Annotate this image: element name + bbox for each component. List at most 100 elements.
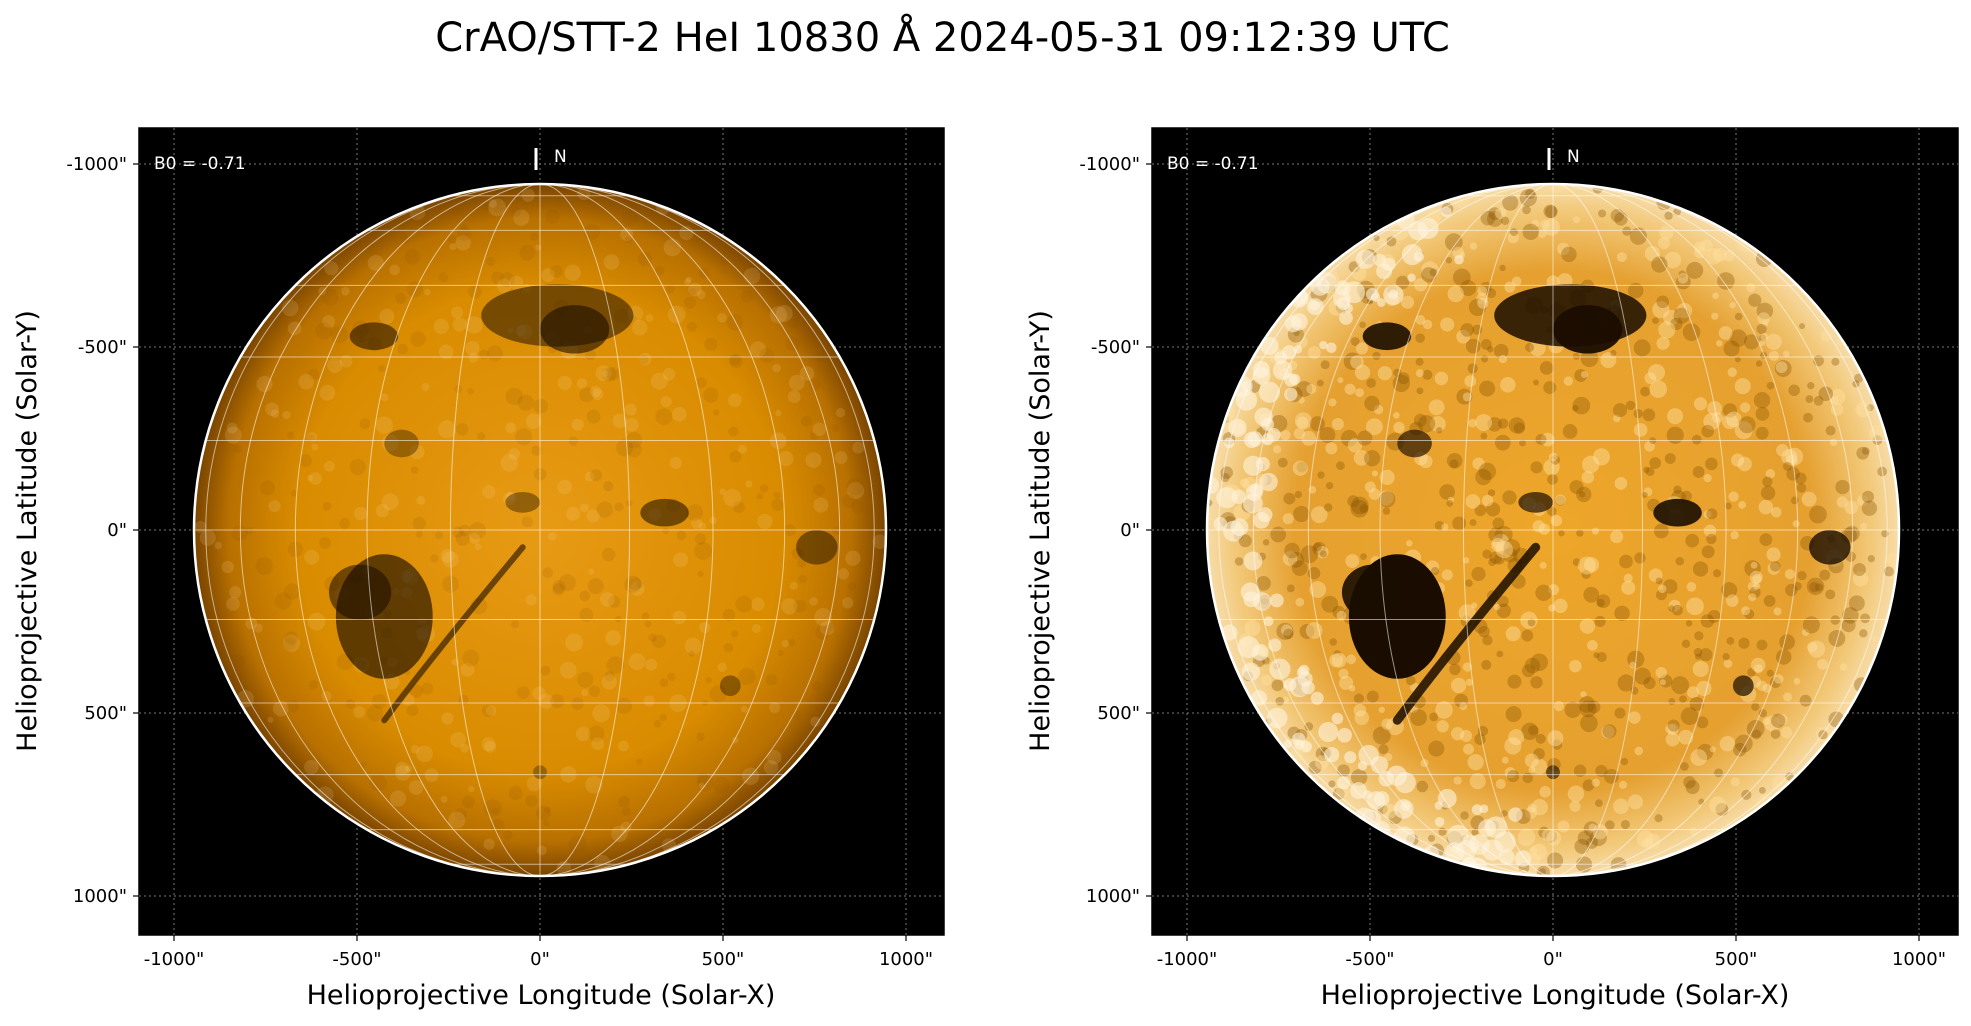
texture-mottle [1655,666,1667,679]
texture-mottle [304,549,320,565]
texture-mottle [1709,796,1726,814]
texture-mottle [395,761,409,776]
texture-mottle [1604,820,1615,830]
texture-mottle [1347,438,1363,453]
texture-mottle [756,493,763,500]
texture-mottle [1746,719,1765,738]
texture-mottle [270,409,280,418]
texture-mottle [660,396,672,408]
texture-mottle [1783,692,1793,702]
bright-patch [1355,249,1375,269]
texture-mottle [1681,639,1691,649]
texture-mottle [1634,667,1652,685]
texture-mottle [499,272,515,288]
texture-mottle [1614,707,1626,719]
texture-mottle [713,777,730,794]
texture-mottle [327,357,343,374]
texture-mottle [1277,457,1288,468]
texture-mottle [1378,237,1388,247]
texture-mottle [1372,726,1391,745]
texture-mottle [435,531,443,540]
texture-mottle [485,705,497,716]
texture-mottle [1312,541,1327,556]
texture-mottle [1421,261,1439,280]
texture-mottle [549,265,563,278]
texture-mottle [1738,416,1756,434]
texture-mottle [1353,703,1367,717]
texture-mottle [1535,584,1552,602]
texture-mottle [1792,520,1800,528]
texture-mottle [1468,298,1487,317]
texture-mottle [1587,700,1601,714]
texture-mottle [1522,205,1531,215]
texture-mottle [1476,293,1488,305]
bright-patch [1269,658,1291,680]
texture-mottle [1748,293,1762,307]
y-tick-label: -500" [1091,337,1140,358]
texture-mottle [653,719,662,728]
texture-mottle [1572,216,1581,224]
x-tick-label: -500" [1345,949,1394,970]
texture-mottle [1503,539,1521,556]
texture-mottle [1691,434,1702,445]
texture-mottle [1776,713,1788,725]
texture-mottle [1728,491,1739,502]
texture-mottle [781,639,790,648]
texture-mottle [1321,595,1339,613]
x-tick-label: -1000" [1157,949,1218,970]
texture-mottle [798,574,808,584]
texture-mottle [1683,776,1696,789]
texture-mottle [1774,360,1792,377]
texture-mottle [1793,581,1802,591]
texture-mottle [1828,629,1846,647]
texture-mottle [759,348,775,363]
texture-mottle [1649,457,1662,469]
texture-mottle [1588,823,1597,832]
texture-mottle [1309,581,1327,598]
texture-mottle [448,811,466,829]
texture-mottle [1671,676,1690,695]
texture-mottle [691,517,703,530]
texture-mottle [712,409,720,416]
texture-mottle [1378,490,1394,506]
texture-mottle [1709,746,1716,753]
texture-mottle [1280,624,1293,636]
texture-mottle [421,682,434,695]
texture-mottle [1656,589,1668,601]
texture-mottle [1739,402,1751,413]
longitude-line [1552,184,1854,876]
texture-mottle [872,534,886,549]
texture-mottle [481,704,494,718]
texture-mottle [231,525,248,542]
texture-mottle [360,761,367,768]
texture-mottle [492,807,499,814]
texture-mottle [813,483,826,496]
texture-mottle [1364,450,1381,467]
texture-mottle [1664,453,1676,465]
texture-mottle [1557,242,1570,256]
texture-mottle [645,314,654,323]
texture-mottle [493,203,503,214]
texture-mottle [490,818,505,833]
texture-mottle [1328,398,1337,407]
texture-mottle [775,304,793,322]
texture-mottle [1331,652,1347,668]
texture-mottle [1428,740,1445,757]
longitude-line [1552,184,1644,876]
texture-mottle [1755,360,1763,367]
texture-mottle [1589,829,1607,847]
texture-mottle [1401,295,1415,309]
texture-mottle [1658,321,1676,339]
texture-mottle [1783,350,1790,358]
texture-mottle [1716,340,1723,347]
texture-mottle [1504,737,1522,755]
texture-mottle [1270,415,1288,432]
texture-mottle [1613,414,1621,423]
texture-mottle [787,317,799,329]
texture-mottle [1835,479,1850,495]
texture-mottle [673,552,689,568]
texture-mottle [233,444,242,454]
texture-mottle [1449,459,1459,469]
texture-mottle [1628,711,1641,724]
texture-mottle [450,731,466,748]
